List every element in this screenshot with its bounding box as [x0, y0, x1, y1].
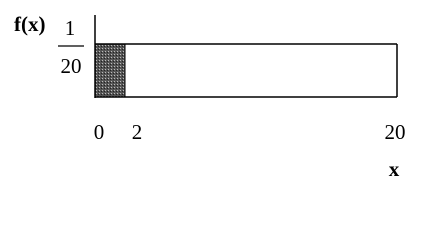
y-label: f(x) — [14, 12, 45, 36]
x-tick-label: 2 — [132, 120, 143, 144]
shaded-region — [95, 44, 125, 97]
x-tick-label: 0 — [94, 120, 105, 144]
density-numerator: 1 — [65, 16, 76, 40]
uniform-distribution-diagram: f(x) 1 20 0 2 20 x — [14, 12, 406, 181]
x-label: x — [389, 157, 400, 181]
x-tick-label: 20 — [385, 120, 406, 144]
density-denominator: 20 — [61, 54, 82, 78]
